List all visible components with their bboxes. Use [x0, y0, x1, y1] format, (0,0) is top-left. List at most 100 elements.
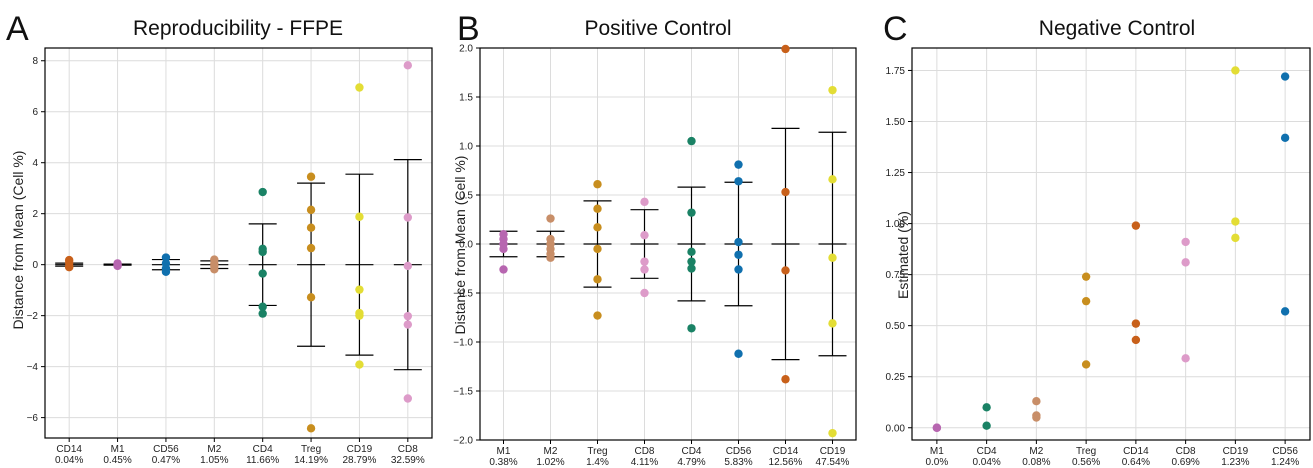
- panel-c-xtick-label: CD56: [1272, 446, 1298, 457]
- panel-c-ytick-label: 0.00: [886, 423, 906, 434]
- panel-a-xtick-label: CD8: [398, 444, 418, 455]
- panel-c-point: [982, 403, 991, 412]
- panel-c-xtick-sublabel: 0.08%: [1022, 457, 1050, 468]
- panel-a-xtick-label: CD56: [153, 444, 179, 455]
- panel-c-xtick-label: M1: [930, 446, 944, 457]
- panel-a-xtick-sublabel: 28.79%: [342, 455, 376, 466]
- panel-a-point: [355, 311, 364, 320]
- panel-c-point: [1081, 272, 1091, 281]
- panel-b-point: [828, 175, 837, 184]
- panel-c-xtick-sublabel: 0.0%: [925, 457, 948, 468]
- panel-c-point: [1181, 354, 1190, 363]
- panel-a-letter: A: [6, 10, 29, 48]
- panel-a-xtick-sublabel: 0.04%: [55, 455, 83, 466]
- panel-b-xtick-label: Treg: [587, 446, 607, 457]
- panel-b-point: [499, 265, 508, 274]
- panel-a-xtick-sublabel: 14.19%: [294, 455, 328, 466]
- panel-b-xtick-sublabel: 4.11%: [631, 457, 659, 468]
- panel-c-xtick-sublabel: 0.64%: [1122, 457, 1150, 468]
- panel-a-point: [403, 261, 413, 271]
- panel-a-point: [306, 243, 316, 253]
- panel-b-point: [546, 253, 555, 262]
- panel-b-point: [734, 237, 743, 247]
- panel-c-point: [1231, 66, 1240, 75]
- panel-a-point: [306, 424, 316, 433]
- panel-b-letter: B: [457, 10, 480, 48]
- panel-a-point: [258, 187, 267, 197]
- panel-a-point: [258, 302, 267, 311]
- panel-a-point: [306, 293, 316, 302]
- panel-b-xtick-sublabel: 47.54%: [816, 457, 850, 468]
- panel-c-point: [1081, 296, 1091, 306]
- panel-c-ytick-label: 0.75: [886, 270, 906, 281]
- panel-b-point: [781, 375, 790, 384]
- panel-a-xtick-label: CD19: [347, 444, 373, 455]
- panel-c-point: [1280, 307, 1290, 316]
- panel-c-point: [1131, 319, 1141, 328]
- panel-b-ytick-label: 1.5: [459, 93, 473, 104]
- panel-a-ytick-label: −6: [27, 413, 39, 424]
- panel-b-point: [593, 244, 602, 254]
- panel-b-point: [640, 265, 649, 274]
- panel-c-xtick-label: Treg: [1076, 446, 1096, 457]
- panel-b-ytick-label: 1.0: [459, 142, 473, 153]
- panel-a-point: [403, 320, 413, 329]
- panel-b-xtick-label: CD56: [726, 446, 752, 457]
- panel-c-xtick-sublabel: 0.69%: [1171, 457, 1199, 468]
- panel-a-point: [161, 253, 171, 262]
- panel-c-ytick-label: 1.75: [886, 66, 906, 77]
- panel-b-ytick-label: −1.5: [453, 387, 473, 398]
- panel-a-point: [403, 213, 413, 222]
- panel-a-point: [306, 205, 316, 215]
- panel-b-point: [640, 197, 649, 207]
- panel-b-point: [687, 247, 696, 257]
- panel-a-xtick-label: Treg: [301, 444, 321, 455]
- panel-a-xtick-sublabel: 0.45%: [103, 455, 131, 466]
- panel-b-point: [687, 264, 696, 273]
- panel-b-point: [546, 214, 555, 223]
- panel-c-point: [1280, 133, 1290, 143]
- panel-a-point: [258, 269, 267, 278]
- panel-c: C Negative Control Estimated (%) 0.00 0.2…: [883, 10, 1311, 468]
- panel-a-point: [258, 247, 267, 257]
- panel-c-point: [1181, 258, 1190, 267]
- panel-b-point: [640, 288, 649, 298]
- panel-b-point: [687, 257, 696, 266]
- panel-a-point: [64, 263, 74, 272]
- panel-b-point: [593, 204, 602, 213]
- panel-c-point: [1280, 72, 1290, 81]
- panel-a-title: Reproducibility - FFPE: [133, 17, 343, 40]
- panel-c-ytick-label: 1.00: [886, 219, 906, 230]
- panel-b-point: [593, 311, 602, 320]
- panel-c-ytick-label: 0.50: [886, 321, 906, 332]
- panel-b-point: [734, 349, 743, 358]
- panel-b-point: [828, 253, 837, 262]
- panel-c-xtick-label: M2: [1029, 446, 1043, 457]
- panel-a-point: [161, 267, 171, 277]
- panel-c-letter: C: [883, 10, 908, 48]
- panel-a-point: [258, 309, 267, 318]
- panel-b-point: [593, 180, 602, 189]
- panel-a-ytick-label: 8: [32, 56, 38, 67]
- panel-c-point: [1231, 233, 1240, 243]
- panel-a-ytick-label: 2: [32, 209, 38, 220]
- panel-b-ytick-label: −0.5: [453, 289, 473, 300]
- panel-a-point: [355, 360, 364, 369]
- panel-a-point: [403, 61, 413, 70]
- panel-b-point: [687, 324, 696, 333]
- panel-b-xtick-label: CD8: [634, 446, 654, 457]
- panel-c-xtick-sublabel: 1.24%: [1271, 457, 1299, 468]
- panel-b-title: Positive Control: [584, 17, 731, 40]
- panel-b-point: [640, 230, 649, 240]
- panel-a-xtick-label: M1: [111, 444, 125, 455]
- panel-a-point: [403, 311, 413, 321]
- panel-a-xtick-label: CD4: [253, 444, 273, 455]
- panel-a-point: [355, 212, 364, 221]
- panel-b-xtick-sublabel: 0.38%: [489, 457, 517, 468]
- panel-b-xtick-sublabel: 5.83%: [724, 457, 752, 468]
- panel-c-point: [1081, 360, 1091, 369]
- panel-b-ytick-label: −1.0: [453, 338, 473, 349]
- panel-b-xtick-label: M2: [544, 446, 558, 457]
- panel-b-point: [781, 44, 790, 54]
